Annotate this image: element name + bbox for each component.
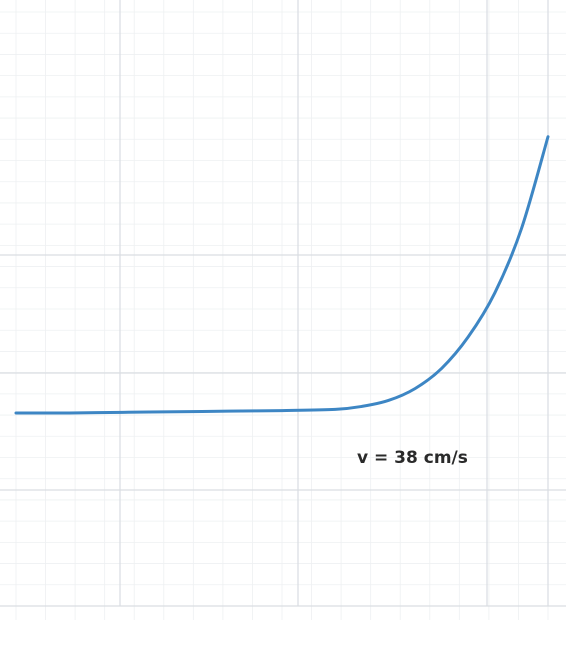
annotation-velocity: v = 38 cm/s	[357, 448, 468, 468]
grid	[0, 0, 566, 620]
series-line-0	[14, 135, 550, 415]
series-layer	[14, 135, 550, 415]
